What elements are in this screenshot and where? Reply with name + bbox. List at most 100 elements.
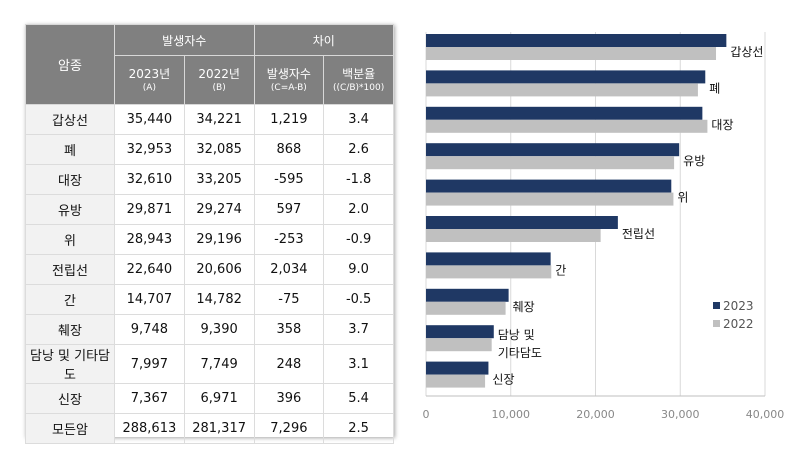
header-diff-count-sub: (C=A-B) — [270, 82, 307, 93]
x-tick-label: 0 — [423, 408, 430, 421]
header-year-2022-sub: (B) — [212, 82, 226, 93]
table-header-row-2: 2023년 (A) 2022년 (B) 발생자수 (C=A-B) 백분율 ((C… — [26, 55, 394, 105]
bar-2023 — [426, 143, 680, 157]
x-tick-label: 30,000 — [661, 408, 700, 421]
bar-2022 — [426, 119, 708, 133]
row-diff-percent: -0.9 — [323, 224, 394, 255]
row-cancer-name: 간 — [25, 284, 115, 315]
row-value-2022: 6,971 — [183, 383, 255, 414]
row-value-2023: 32,953 — [114, 134, 185, 165]
row-diff-count: 248 — [253, 344, 325, 384]
header-group-difference: 차이 — [253, 24, 394, 56]
table-row: 폐 32,953 32,085 868 2.6 — [25, 134, 394, 165]
header-group-occurrence: 발생자수 — [114, 24, 255, 56]
row-value-2023: 7,997 — [114, 344, 185, 384]
bar-2022 — [426, 338, 492, 352]
x-tick-label: 10,000 — [492, 408, 531, 421]
row-cancer-name: 유방 — [25, 194, 115, 225]
table-row: 췌장 9,748 9,390 358 3.7 — [25, 314, 394, 345]
row-value-2022: 32,085 — [183, 134, 255, 165]
row-value-2023: 14,707 — [114, 284, 185, 315]
row-value-2022: 33,205 — [183, 164, 255, 195]
category-label: 췌장 — [513, 300, 535, 314]
row-diff-percent: 3.1 — [323, 344, 394, 384]
row-diff-count: 868 — [253, 134, 325, 165]
header-diff-percent-sub: ((C/B)*100) — [333, 82, 385, 93]
header-diff-percent-label: 백분율 — [342, 66, 376, 81]
category-label: 갑상선 — [730, 45, 763, 59]
row-cancer-name: 담낭 및 기타담도 — [25, 344, 115, 384]
category-label: 유방 — [683, 154, 705, 168]
row-cancer-name: 갑상선 — [25, 104, 115, 135]
header-diff-count-label: 발생자수 — [266, 66, 311, 81]
cancer-stats-table-container: 암종 발생자수 차이 2023년 (A) 2022년 (B) 발생자수 (C=A… — [25, 24, 394, 444]
table-row: 대장 32,610 33,205 -595 -1.8 — [25, 164, 394, 195]
row-diff-count: 1,219 — [253, 104, 325, 135]
bar-2022 — [426, 83, 698, 97]
chart-bars — [426, 34, 727, 388]
row-diff-count: 597 — [253, 194, 325, 225]
header-year-2023-label: 2023년 — [128, 66, 171, 81]
legend-label-2023: 2023 — [723, 299, 754, 313]
bar-2023 — [426, 325, 494, 339]
row-cancer-name: 대장 — [25, 164, 115, 195]
table-header-row-1: 암종 발생자수 차이 — [25, 24, 394, 105]
row-value-2023: 22,640 — [114, 254, 185, 285]
bar-2022 — [426, 265, 552, 279]
bar-2023 — [426, 252, 551, 266]
row-diff-percent: 2.0 — [323, 194, 394, 225]
row-diff-percent: 2.6 — [323, 134, 394, 165]
category-label: 간 — [555, 263, 566, 277]
row-value-2023: 9,748 — [114, 314, 185, 345]
row-diff-percent: 5.4 — [323, 383, 394, 414]
row-diff-percent: -0.5 — [323, 284, 394, 315]
legend-swatch-2022 — [713, 320, 720, 327]
table-row: 위 28,943 29,196 -253 -0.9 — [25, 224, 394, 255]
bar-2023 — [426, 288, 509, 302]
row-diff-percent: -1.8 — [323, 164, 394, 195]
header-year-2022-label: 2022년 — [198, 66, 240, 81]
bar-2022 — [426, 229, 601, 242]
table-row: 유방 29,871 29,274 597 2.0 — [25, 194, 394, 225]
table-body: 갑상선 35,440 34,221 1,219 3.4 폐 32,953 32,085 868 2… — [25, 104, 394, 444]
header-diff-count: 발생자수 (C=A-B) — [253, 55, 325, 105]
row-diff-percent: 3.4 — [323, 104, 394, 135]
category-label: 위 — [677, 191, 688, 205]
row-cancer-name: 췌장 — [25, 314, 115, 345]
row-value-2022: 34,221 — [183, 104, 255, 135]
row-value-2023: 7,367 — [114, 383, 185, 414]
category-label: 대장 — [711, 118, 733, 132]
row-diff-count: 396 — [253, 383, 325, 414]
bar-2023 — [426, 106, 703, 120]
row-diff-count: 358 — [253, 314, 325, 345]
row-cancer-name: 신장 — [25, 383, 115, 414]
category-label: 신장 — [492, 373, 514, 387]
row-value-2022: 14,782 — [183, 284, 255, 315]
header-year-2022: 2022년 (B) — [183, 55, 255, 105]
bar-2022 — [426, 301, 506, 315]
cancer-stats-table: 암종 발생자수 차이 2023년 (A) 2022년 (B) 발생자수 (C=A… — [25, 24, 394, 444]
row-value-2023: 29,871 — [114, 194, 185, 225]
bar-2023 — [426, 70, 706, 84]
category-label: 전립선 — [622, 227, 655, 241]
header-cancer-type: 암종 — [25, 24, 115, 105]
row-diff-count: -595 — [253, 164, 325, 195]
row-diff-percent: 2.5 — [323, 413, 394, 444]
legend-label-2022: 2022 — [723, 317, 754, 331]
row-value-2022: 29,196 — [183, 224, 255, 255]
bar-2023 — [426, 361, 489, 375]
header-diff-percent: 백분율 ((C/B)*100) — [323, 55, 394, 105]
row-cancer-name: 폐 — [25, 134, 115, 165]
row-value-2023: 288,613 — [114, 413, 185, 444]
row-cancer-name: 위 — [25, 224, 115, 255]
legend-swatch-2023 — [713, 302, 720, 309]
row-value-2022: 7,749 — [183, 344, 255, 384]
bar-2022 — [426, 374, 486, 388]
bar-2023 — [426, 216, 618, 229]
row-cancer-name: 모든암 — [25, 413, 115, 444]
row-cancer-name: 전립선 — [25, 254, 115, 285]
table-row: 간 14,707 14,782 -75 -0.5 — [25, 284, 394, 315]
x-tick-label: 40,000 — [746, 408, 785, 421]
